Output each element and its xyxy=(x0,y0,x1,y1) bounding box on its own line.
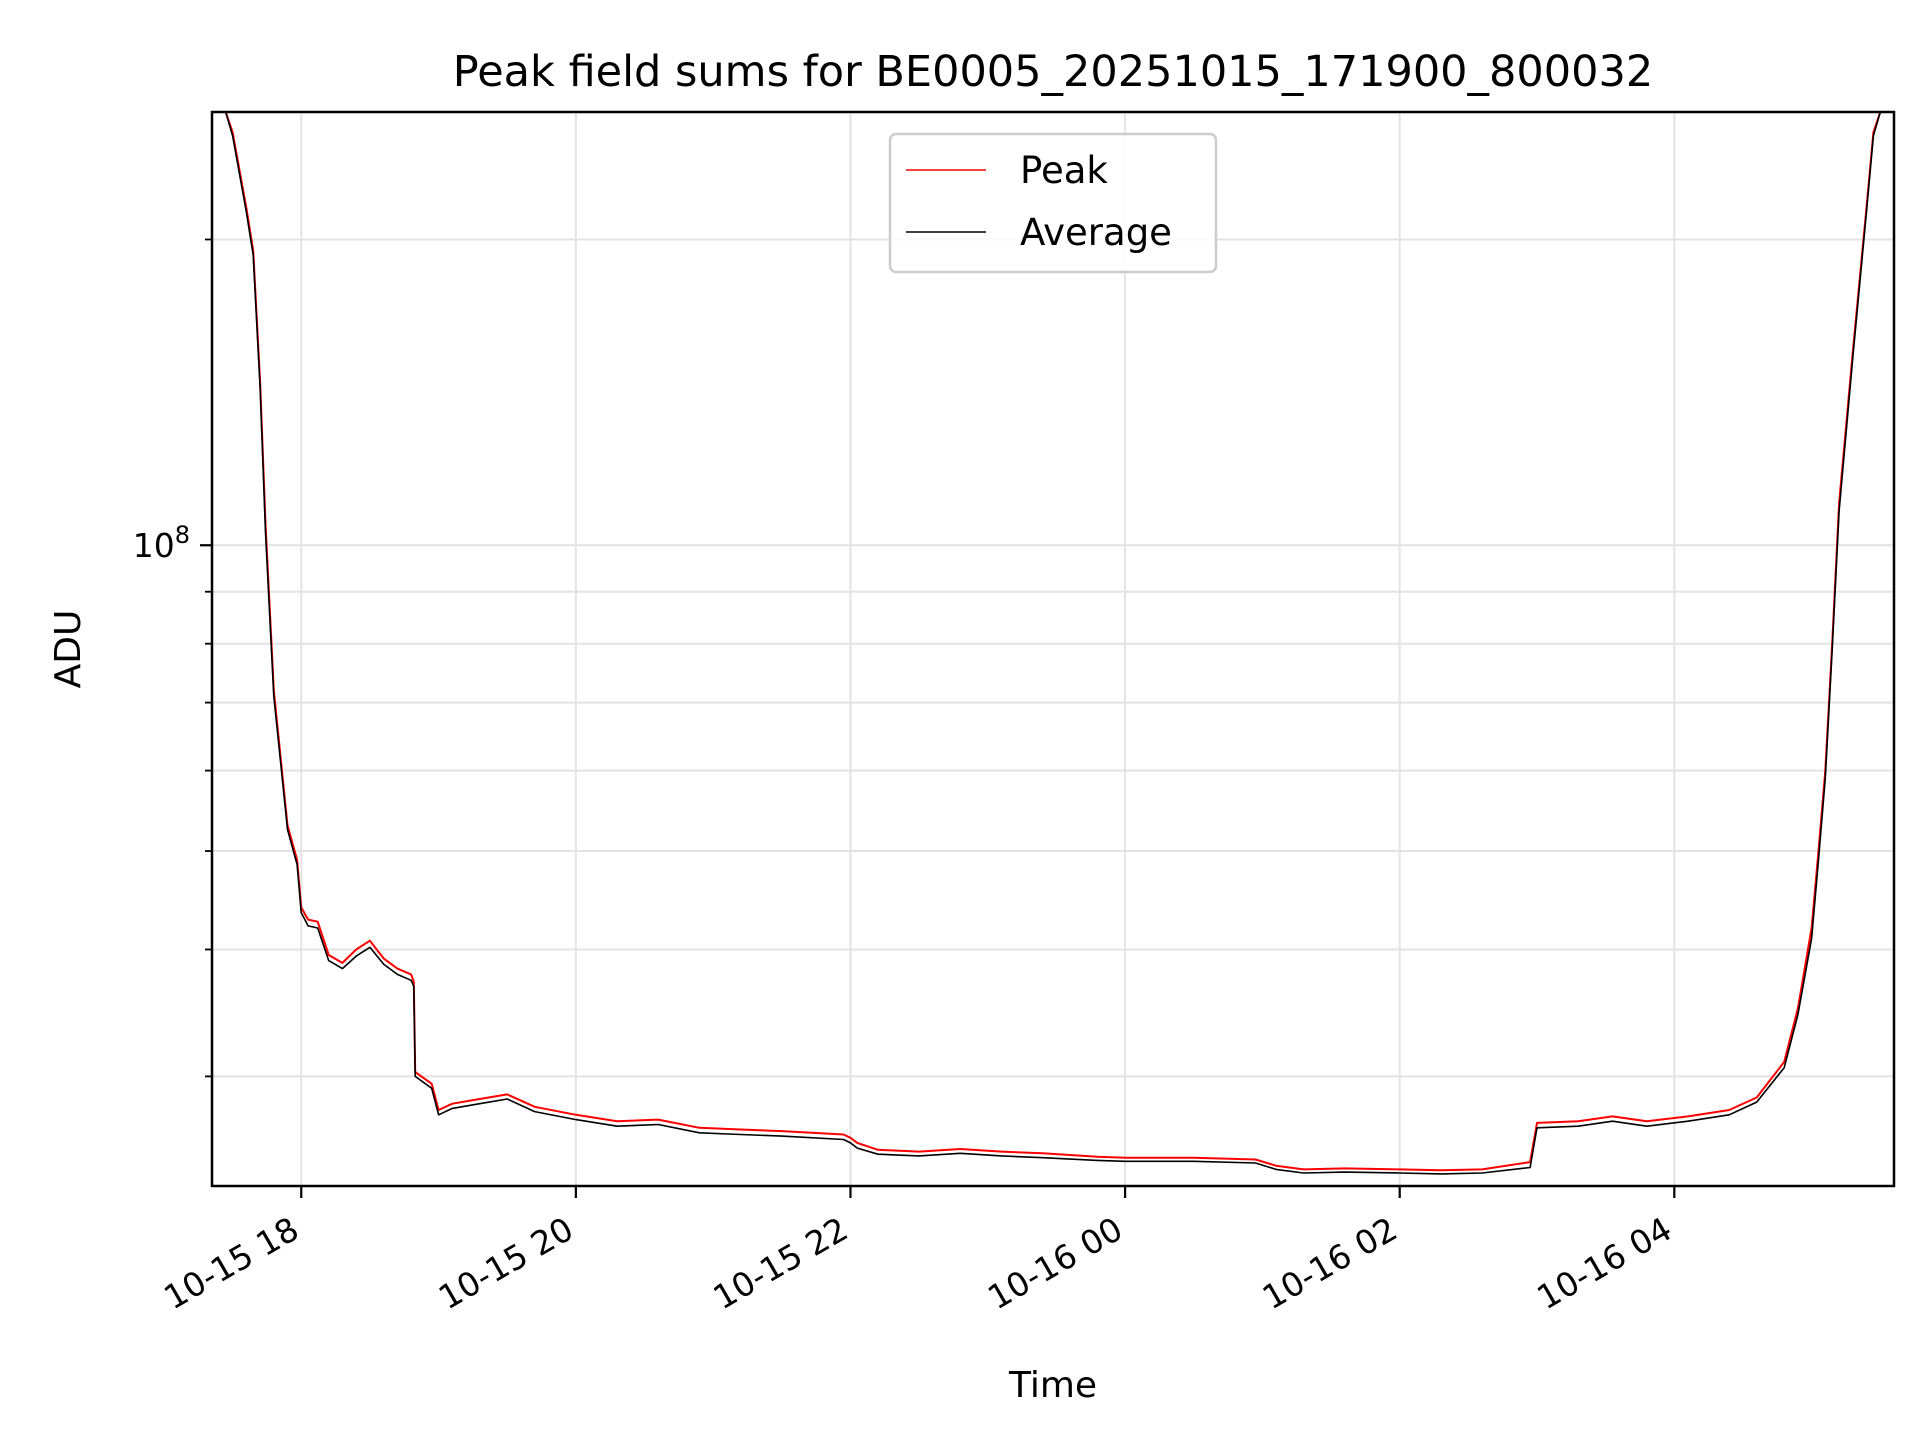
series-line-average xyxy=(224,111,1894,1175)
series-line-peak xyxy=(224,111,1894,1172)
x-axis-label: Time xyxy=(1008,1365,1097,1406)
legend-box xyxy=(888,132,1218,274)
plot-frame xyxy=(210,110,1896,1188)
y-axis-label: ADU xyxy=(48,610,89,689)
legend-label-peak: Peak xyxy=(1020,149,1108,192)
chart-title: Peak field sums for BE0005_20251015_1719… xyxy=(453,47,1653,97)
y-tick-label: 108 xyxy=(133,521,190,565)
legend: Peak Average xyxy=(888,132,1218,274)
legend-label-average: Average xyxy=(1020,211,1172,254)
series-layer xyxy=(224,111,1894,1175)
